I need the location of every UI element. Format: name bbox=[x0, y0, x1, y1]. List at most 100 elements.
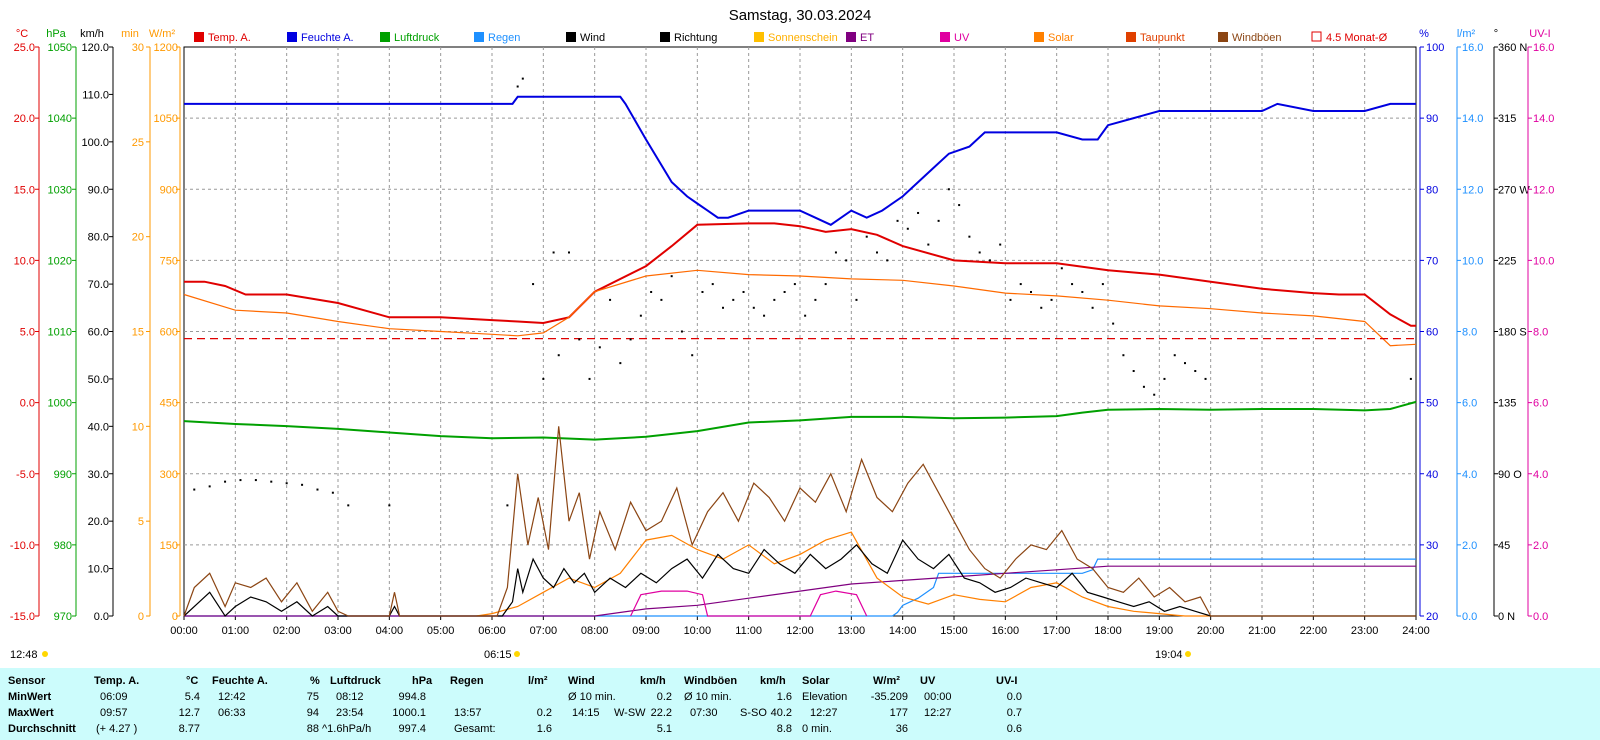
stats-min-label: MinWert bbox=[8, 691, 52, 703]
stats-min-hum-value: 75 bbox=[306, 691, 319, 703]
data-point bbox=[670, 275, 673, 278]
legend-swatch bbox=[474, 32, 484, 42]
legend-label: Luftdruck bbox=[394, 32, 440, 44]
stats-avg-temp-delta: (+ 4.27 ) bbox=[96, 723, 138, 735]
minutes-tick-label: 25 bbox=[132, 137, 144, 149]
data-point bbox=[224, 480, 227, 483]
direction-axis-unit: ° bbox=[1494, 28, 1498, 40]
direction-tick-label: 270 W bbox=[1498, 184, 1530, 196]
wind-tick-label: 110.0 bbox=[82, 89, 109, 101]
legend-swatch bbox=[1218, 32, 1228, 42]
day-length: 12:48 bbox=[10, 649, 38, 661]
wind-tick-label: 50.0 bbox=[88, 374, 109, 386]
grid bbox=[184, 47, 1416, 616]
temp-tick-label: 15.0 bbox=[14, 184, 35, 196]
time-tick-label: 08:00 bbox=[581, 625, 609, 637]
pressure-tick-label: 1020 bbox=[48, 255, 72, 267]
uvi-tick-label: 2.0 bbox=[1533, 540, 1548, 552]
temp-tick-label: -10.0 bbox=[10, 540, 35, 552]
stats-min-temp-time: 06:09 bbox=[100, 691, 128, 703]
data-point bbox=[1153, 393, 1156, 396]
stats-avg-press-value: 997.4 bbox=[398, 723, 426, 735]
chart-title: Samstag, 30.03.2024 bbox=[729, 7, 872, 24]
temp-tick-label: -15.0 bbox=[10, 611, 35, 623]
data-point bbox=[752, 306, 755, 309]
stats-max-press-time: 23:54 bbox=[336, 707, 364, 719]
data-point bbox=[865, 235, 868, 238]
wind-tick-label: 90.0 bbox=[88, 184, 109, 196]
stats-max-gust-value: 40.2 bbox=[770, 707, 792, 719]
minutes-tick-label: 30 bbox=[132, 42, 144, 54]
data-point bbox=[793, 283, 796, 286]
direction-tick-label: 135 bbox=[1498, 398, 1516, 410]
direction-tick-label: 225 bbox=[1498, 255, 1516, 267]
stats-avg-rain-value: 1.6 bbox=[536, 723, 552, 735]
legend-swatch bbox=[846, 32, 856, 42]
humidity-tick-label: 30 bbox=[1426, 540, 1438, 552]
minutes-tick-label: 20 bbox=[132, 232, 144, 244]
legend-label: Wind bbox=[580, 32, 605, 44]
pressure-tick-label: 1030 bbox=[48, 184, 72, 196]
legend-swatch bbox=[754, 32, 764, 42]
time-tick-label: 17:00 bbox=[1043, 625, 1071, 637]
data-point bbox=[301, 483, 304, 486]
stats-header-uvi: UV-I bbox=[996, 675, 1018, 687]
minutes-axis-unit: min bbox=[121, 28, 139, 40]
solar-tick-label: 750 bbox=[160, 255, 178, 267]
time-tick-label: 11:00 bbox=[735, 625, 762, 637]
rain-tick-label: 10.0 bbox=[1462, 255, 1483, 267]
data-point bbox=[824, 283, 827, 286]
data-point bbox=[639, 314, 642, 317]
temp-tick-label: 0.0 bbox=[20, 398, 35, 410]
data-point bbox=[270, 480, 273, 483]
data-point bbox=[568, 251, 570, 254]
data-point bbox=[845, 259, 848, 262]
uvi-tick-label: 16.0 bbox=[1533, 42, 1554, 54]
data-point bbox=[896, 219, 899, 222]
minutes-tick-label: 10 bbox=[132, 421, 144, 433]
wind-tick-label: 0.0 bbox=[94, 611, 109, 623]
data-point bbox=[208, 485, 211, 488]
rain-tick-label: 12.0 bbox=[1462, 184, 1483, 196]
stats-max-wind-time: 14:15 bbox=[572, 707, 600, 719]
data-point bbox=[722, 306, 724, 309]
stats-max-gust-direction: S-SO bbox=[740, 707, 767, 719]
humidity-tick-label: 90 bbox=[1426, 113, 1438, 125]
legend-swatch bbox=[1034, 32, 1044, 42]
data-point bbox=[619, 362, 622, 365]
minutes-tick-label: 5 bbox=[138, 516, 144, 528]
data-point bbox=[917, 211, 920, 214]
pressure-tick-label: 1000 bbox=[48, 398, 72, 410]
rain-tick-label: 8.0 bbox=[1462, 327, 1477, 339]
stats-header-wind-unit: km/h bbox=[640, 675, 666, 687]
legend-swatch bbox=[194, 32, 204, 42]
statistics-table: Sensor Temp. A. °C Feuchte A. % Luftdruc… bbox=[0, 668, 1600, 740]
solar-axis-unit: W/m² bbox=[149, 28, 176, 40]
data-point bbox=[968, 235, 971, 238]
data-point bbox=[1101, 283, 1104, 286]
data-point bbox=[999, 243, 1002, 246]
minutes-tick-label: 0 bbox=[138, 611, 144, 623]
data-point bbox=[1409, 377, 1412, 380]
data-point bbox=[1040, 306, 1043, 309]
temp-tick-label: 10.0 bbox=[14, 255, 35, 267]
data-point bbox=[588, 377, 591, 380]
rain-tick-label: 0.0 bbox=[1462, 611, 1477, 623]
uvi-axis-unit: UV-I bbox=[1529, 28, 1550, 40]
direction-tick-label: 180 S bbox=[1498, 327, 1527, 339]
data-point bbox=[1122, 354, 1125, 357]
series-line-et bbox=[184, 565, 1416, 617]
stats-max-hum-value: 94 bbox=[306, 707, 319, 719]
axes: °C 25.0 20.0 15.0 10.0 5.0 0.0 -5.0 -10.0 -15.0 hP… bbox=[10, 28, 1555, 637]
data-point bbox=[742, 290, 745, 293]
legend-swatch bbox=[566, 32, 576, 42]
stats-avg-label: Durchschnitt bbox=[8, 723, 76, 735]
data-point bbox=[521, 77, 524, 80]
stats-min-wind-value: 0.2 bbox=[656, 691, 672, 703]
data-point bbox=[552, 251, 555, 254]
legend-swatch bbox=[287, 32, 297, 42]
time-tick-label: 23:00 bbox=[1351, 625, 1379, 637]
solar-tick-label: 1200 bbox=[154, 42, 178, 54]
series-line-temp-a bbox=[184, 222, 1416, 327]
stats-min-gust-value: 1.6 bbox=[776, 691, 792, 703]
